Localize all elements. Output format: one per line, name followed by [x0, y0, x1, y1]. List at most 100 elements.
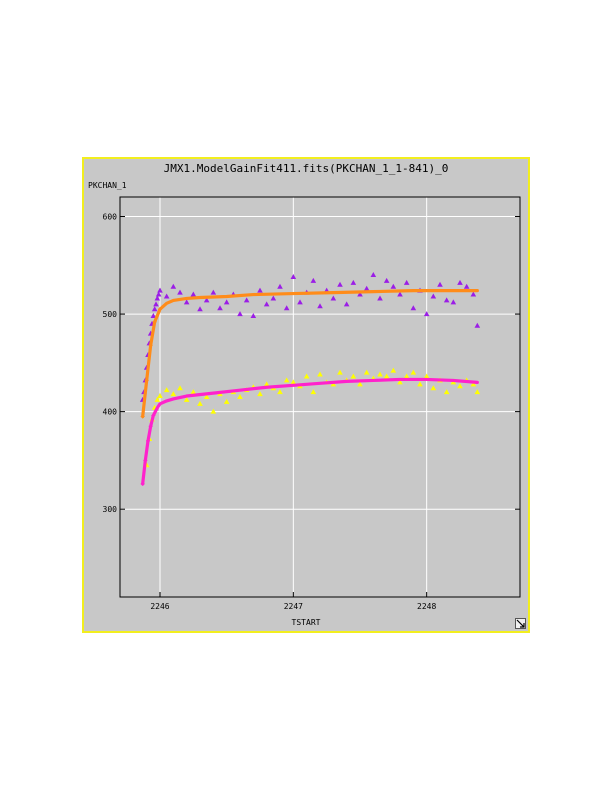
plot-window: JMX1.ModelGainFit411.fits(PKCHAN_1_1-841…: [82, 157, 530, 633]
data-point: [397, 291, 403, 297]
data-point: [343, 301, 350, 307]
data-point: [317, 303, 323, 309]
data-point: [377, 371, 383, 377]
data-point: [257, 391, 263, 397]
data-point: [410, 305, 417, 311]
data-point: [263, 301, 270, 307]
fit-line: [141, 377, 479, 486]
resize-arrow-icon[interactable]: [515, 618, 526, 629]
plot-frame: [119, 196, 521, 598]
data-point: [177, 289, 183, 295]
data-point: [170, 391, 177, 397]
data-point: [290, 274, 297, 279]
y-tick-label: 500: [103, 310, 118, 319]
data-point: [297, 299, 303, 305]
data-point: [283, 377, 290, 383]
data-point: [443, 389, 450, 395]
data-point: [257, 287, 263, 293]
fit-marker: [151, 413, 156, 418]
data-point: [203, 394, 210, 399]
data-point: [417, 381, 423, 387]
data-point: [383, 277, 390, 283]
data-point: [403, 373, 410, 379]
data-point: [223, 398, 230, 404]
data-point: [390, 283, 397, 289]
x-tick-label: 2248: [417, 602, 436, 611]
data-point: [310, 277, 317, 283]
data-point: [430, 385, 437, 391]
data-point: [183, 396, 190, 402]
data-point: [210, 408, 217, 414]
data-point: [357, 291, 363, 297]
data-point: [337, 281, 343, 287]
data-point: [474, 389, 481, 395]
data-point: [217, 305, 223, 311]
data-point: [203, 297, 210, 303]
data-point: [457, 279, 463, 285]
data-point: [443, 297, 450, 303]
data-point: [437, 281, 443, 287]
data-point: [277, 283, 283, 289]
data-point: [183, 299, 190, 305]
data-point: [383, 373, 390, 379]
data-point: [155, 291, 162, 297]
data-point: [303, 373, 310, 379]
data-point: [170, 283, 177, 289]
data-point: [450, 299, 457, 305]
data-point: [157, 393, 163, 399]
data-point: [410, 369, 417, 375]
data-point: [154, 295, 161, 301]
data-point: [397, 379, 403, 385]
x-tick-label: 2247: [284, 602, 303, 611]
data-point: [150, 313, 157, 319]
fit-marker: [140, 481, 145, 486]
data-point: [270, 295, 277, 301]
data-point: [250, 313, 257, 319]
data-point: [350, 279, 357, 285]
y-tick-label: 400: [103, 408, 118, 417]
data-point: [290, 379, 297, 385]
data-point: [357, 381, 363, 387]
x-axis-label: TSTART: [291, 618, 321, 627]
data-point: [283, 305, 290, 311]
data-point: [237, 394, 243, 399]
data-point: [423, 311, 430, 317]
data-point: [190, 389, 197, 395]
y-tick-label: 300: [103, 505, 118, 514]
fit-line: [141, 289, 479, 419]
y-tick-label: 600: [103, 213, 118, 222]
data-point: [163, 293, 170, 299]
plot-area: 2246 2247 2248 300 400 500 600: [103, 196, 521, 611]
fit-marker: [144, 378, 149, 383]
data-point: [403, 279, 410, 285]
data-point: [243, 297, 250, 303]
data-point: [210, 289, 217, 295]
data-point: [163, 387, 170, 393]
fit-marker: [148, 343, 153, 348]
data-point: [430, 293, 437, 299]
data-point: [197, 306, 203, 312]
data-point: [337, 369, 343, 375]
data-point: [151, 306, 158, 312]
data-point: [237, 311, 243, 317]
data-point: [197, 400, 203, 406]
fit-marker: [148, 424, 153, 429]
data-point: [390, 367, 397, 373]
data-point: [157, 287, 163, 293]
data-point: [470, 291, 477, 297]
data-point: [223, 299, 230, 305]
fit-marker: [146, 438, 150, 443]
data-point: [330, 295, 337, 301]
data-point: [350, 373, 357, 379]
data-point: [190, 291, 197, 297]
data-point: [457, 383, 463, 389]
data-point: [154, 396, 161, 402]
data-point: [277, 389, 283, 395]
data-point: [317, 371, 323, 377]
data-point: [423, 373, 430, 379]
data-point: [474, 322, 481, 328]
chart-title: JMX1.ModelGainFit411.fits(PKCHAN_1_1-841…: [163, 162, 449, 175]
data-point: [263, 381, 270, 387]
fit-marker: [143, 458, 148, 463]
data-point: [463, 283, 470, 289]
